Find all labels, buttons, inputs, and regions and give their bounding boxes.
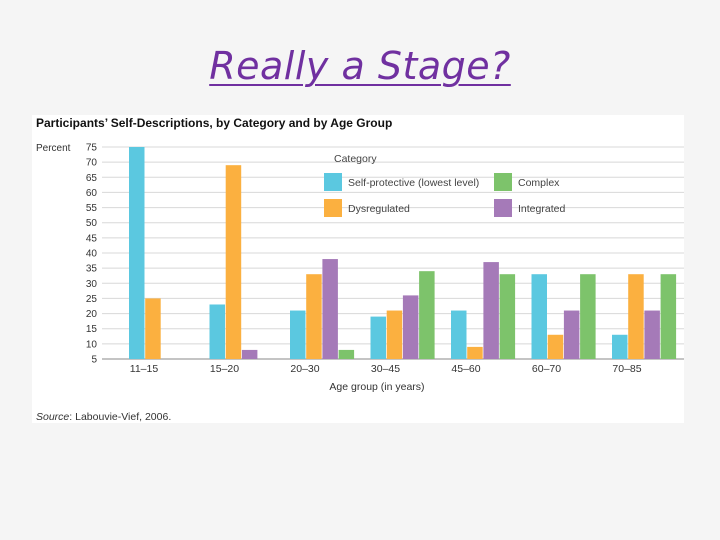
- y-tick-label: 60: [86, 188, 98, 199]
- x-axis-label: Age group (in years): [329, 381, 424, 393]
- source-label: Source: [36, 411, 69, 423]
- legend-swatch: [324, 173, 342, 191]
- bar-complex-60–70: [580, 274, 596, 359]
- x-tick-label: 45–60: [451, 363, 480, 375]
- y-tick-label: 75: [86, 143, 98, 154]
- legend-label: Integrated: [518, 203, 565, 215]
- bar-dysregulated-45–60: [467, 346, 483, 359]
- bar-dysregulated-70–85: [628, 274, 644, 359]
- bar-integrated-30–45: [402, 295, 419, 359]
- y-tick-label: 25: [86, 294, 98, 305]
- legend-swatch: [494, 199, 512, 217]
- bar-self-protective-20–30: [290, 310, 306, 359]
- y-tick-label: 40: [86, 249, 98, 260]
- bar-dysregulated-60–70: [547, 334, 564, 359]
- bar-integrated-20–30: [322, 259, 338, 359]
- x-tick-label: 60–70: [532, 363, 561, 375]
- x-tick-label: 11–15: [130, 363, 159, 375]
- y-tick-label: 30: [86, 279, 98, 290]
- x-tick-label: 70–85: [612, 363, 641, 375]
- bar-self-protective-30–45: [370, 316, 386, 359]
- bar-complex-20–30: [338, 349, 355, 359]
- y-tick-label: 5: [91, 355, 97, 366]
- y-axis-label: Percent: [36, 143, 71, 154]
- y-tick-label: 55: [86, 203, 98, 214]
- y-tick-label: 45: [86, 233, 98, 244]
- bar-self-protective-70–85: [612, 334, 628, 359]
- bar-complex-70–85: [660, 274, 677, 359]
- y-tick-label: 20: [86, 309, 98, 320]
- y-tick-label: 15: [86, 324, 98, 335]
- bar-dysregulated-15–20: [225, 165, 242, 359]
- source-text: : Labouvie-Vief, 2006.: [69, 411, 171, 423]
- y-tick-label: 50: [86, 218, 98, 229]
- x-tick-label: 30–45: [371, 363, 400, 375]
- bar-self-protective-45–60: [451, 310, 467, 359]
- bar-self-protective-11–15: [129, 147, 145, 359]
- bar-dysregulated-11–15: [145, 298, 161, 359]
- legend-swatch: [494, 173, 512, 191]
- y-tick-label: 65: [86, 173, 98, 184]
- slide-title: Really a Stage?: [209, 44, 511, 88]
- bar-dysregulated-30–45: [386, 310, 403, 359]
- bars: [129, 147, 677, 359]
- x-tick-label: 15–20: [210, 363, 239, 375]
- legend-title: Category: [334, 153, 377, 165]
- bar-self-protective-60–70: [531, 274, 547, 359]
- chart-title: Participants’ Self-Descriptions, by Cate…: [36, 116, 392, 130]
- chart-figure: Participants’ Self-Descriptions, by Cate…: [32, 115, 684, 423]
- bar-integrated-15–20: [241, 349, 258, 359]
- bar-complex-30–45: [419, 271, 435, 359]
- legend-swatch: [324, 199, 342, 217]
- source-note: Source: Labouvie-Vief, 2006.: [36, 411, 171, 423]
- y-tick-labels: 75 70 65 60 55 50 45 40 35 30 25 20 15 10 5: [86, 143, 98, 366]
- y-tick-label: 35: [86, 264, 98, 275]
- bar-integrated-60–70: [563, 310, 580, 359]
- x-tick-label: 20–30: [290, 363, 319, 375]
- bar-integrated-45–60: [483, 262, 499, 359]
- y-tick-label: 10: [86, 339, 98, 350]
- chart: Participants’ Self-Descriptions, by Cate…: [36, 116, 684, 423]
- legend-label: Complex: [518, 177, 560, 189]
- legend-label: Dysregulated: [348, 203, 410, 215]
- bar-complex-45–60: [499, 274, 516, 359]
- x-tick-labels: 11–15 15–20 20–30 30–45 45–60 60–70 70–85: [130, 363, 642, 375]
- bar-integrated-70–85: [644, 310, 660, 359]
- legend: Category Self-protective (lowest level) D…: [324, 153, 565, 217]
- y-tick-label: 70: [86, 158, 98, 169]
- legend-label: Self-protective (lowest level): [348, 177, 479, 189]
- bar-dysregulated-20–30: [306, 274, 322, 359]
- bar-self-protective-15–20: [209, 304, 225, 359]
